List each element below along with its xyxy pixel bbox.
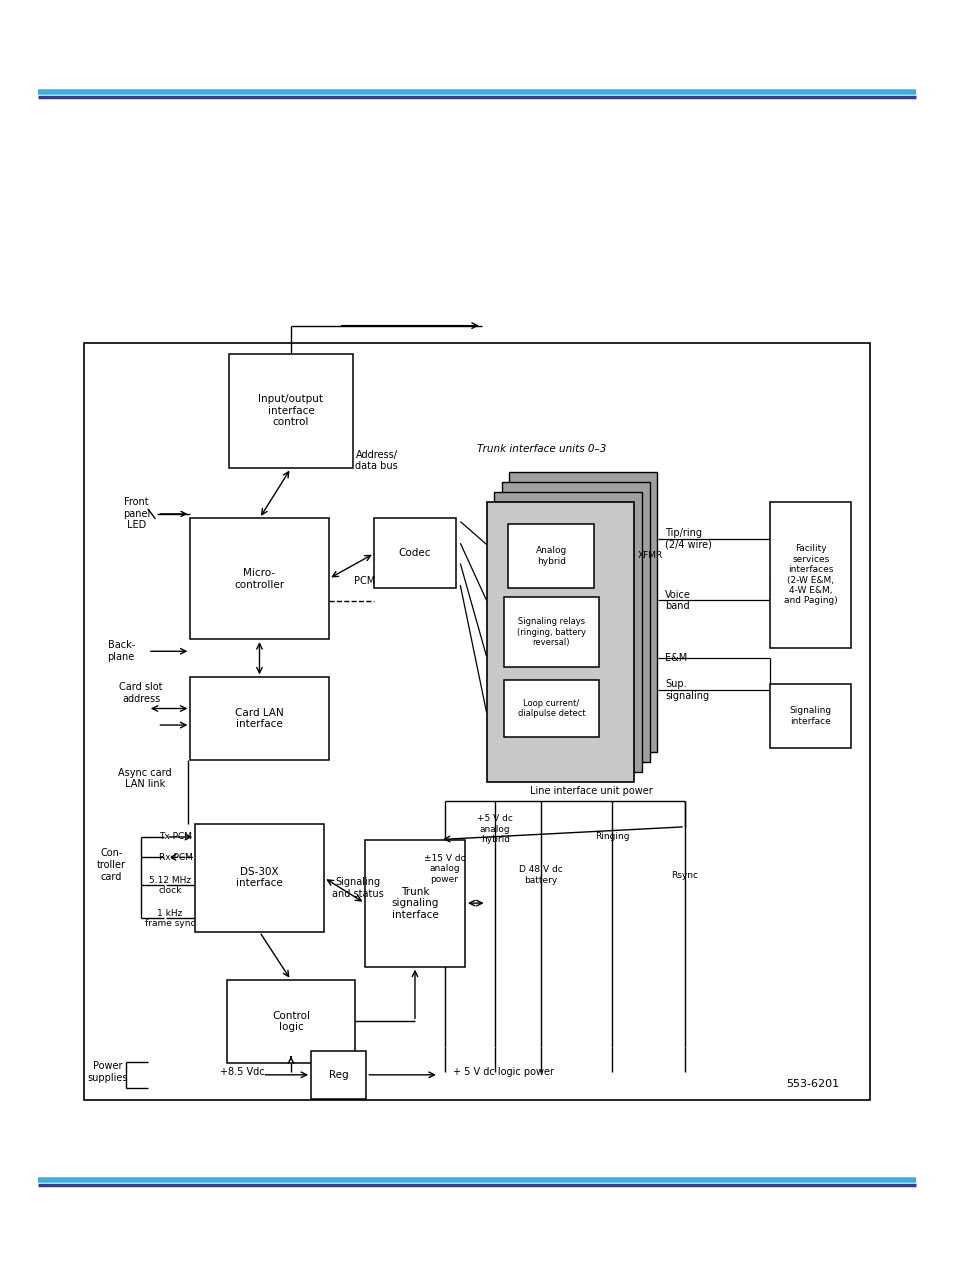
Text: 5.12 MHz
clock: 5.12 MHz clock xyxy=(149,875,191,895)
Bar xyxy=(229,354,353,468)
Text: +8.5 Vdc: +8.5 Vdc xyxy=(220,1067,264,1077)
Text: Async card
LAN link: Async card LAN link xyxy=(118,768,172,789)
Text: E&M: E&M xyxy=(664,653,686,663)
Text: DS-30X
interface: DS-30X interface xyxy=(235,868,283,888)
Text: Input/output
interface
control: Input/output interface control xyxy=(258,394,323,427)
Text: Micro-
controller: Micro- controller xyxy=(234,569,284,589)
Bar xyxy=(494,492,641,772)
Text: Card slot
address: Card slot address xyxy=(119,683,163,703)
Text: PCM: PCM xyxy=(354,576,375,586)
Bar xyxy=(770,501,850,647)
Bar xyxy=(374,519,456,588)
Text: 553-6201: 553-6201 xyxy=(785,1079,839,1089)
Text: XFMR: XFMR xyxy=(637,551,661,561)
Text: Power
supplies: Power supplies xyxy=(88,1062,128,1082)
Text: Control
logic: Control logic xyxy=(272,1011,310,1032)
Text: Card LAN
interface: Card LAN interface xyxy=(234,709,284,729)
Text: Con-
troller
card: Con- troller card xyxy=(97,848,126,881)
Text: Reg: Reg xyxy=(329,1070,348,1080)
Text: Front
panel
LED: Front panel LED xyxy=(123,497,150,530)
Text: Ringing: Ringing xyxy=(595,832,629,842)
Text: Signaling relays
(ringing, battery
reversal): Signaling relays (ringing, battery rever… xyxy=(517,617,585,647)
Text: Rx PCM: Rx PCM xyxy=(158,852,193,862)
Bar xyxy=(501,482,649,762)
Text: +5 V dc
analog
hybrid: +5 V dc analog hybrid xyxy=(476,814,513,845)
Bar xyxy=(486,502,634,782)
Text: Codec: Codec xyxy=(398,548,431,558)
Bar xyxy=(84,343,869,1100)
Text: Rsync: Rsync xyxy=(671,870,698,880)
Bar xyxy=(509,472,657,752)
Text: Signaling
interface: Signaling interface xyxy=(789,706,831,726)
Bar xyxy=(508,524,594,588)
Text: Facility
services
interfaces
(2-W E&M,
4-W E&M,
and Paging): Facility services interfaces (2-W E&M, 4… xyxy=(783,544,837,605)
Bar xyxy=(226,979,355,1063)
Text: Trunk interface units 0–3: Trunk interface units 0–3 xyxy=(476,444,606,454)
Text: Trunk
signaling
interface: Trunk signaling interface xyxy=(391,887,438,920)
Text: Analog
hybrid: Analog hybrid xyxy=(536,546,566,566)
Text: D 48 V dc
battery: D 48 V dc battery xyxy=(518,865,562,885)
Text: ±15 V dc
analog
power: ±15 V dc analog power xyxy=(423,854,465,884)
Text: + 5 V dc logic power: + 5 V dc logic power xyxy=(453,1067,554,1077)
Bar xyxy=(311,1051,366,1099)
Bar xyxy=(503,597,598,667)
Bar xyxy=(503,679,598,738)
Bar xyxy=(770,684,850,748)
Bar xyxy=(190,519,328,639)
Text: Sup.
signaling: Sup. signaling xyxy=(664,679,708,701)
Bar xyxy=(194,824,324,931)
Text: Tx PCM: Tx PCM xyxy=(159,832,192,842)
Text: Signaling
and status: Signaling and status xyxy=(332,878,383,898)
Text: Back-
plane: Back- plane xyxy=(108,641,134,661)
Bar xyxy=(364,840,464,967)
Text: Tip/ring
(2/4 wire): Tip/ring (2/4 wire) xyxy=(664,528,711,550)
Text: Voice
band: Voice band xyxy=(664,590,690,611)
Text: Loop current/
dialpulse detect: Loop current/ dialpulse detect xyxy=(517,698,584,719)
Bar xyxy=(190,677,328,761)
Text: Address/
data bus: Address/ data bus xyxy=(355,450,397,471)
Text: Line interface unit power: Line interface unit power xyxy=(530,786,652,796)
Text: 1 kHz
frame sync: 1 kHz frame sync xyxy=(145,908,194,929)
